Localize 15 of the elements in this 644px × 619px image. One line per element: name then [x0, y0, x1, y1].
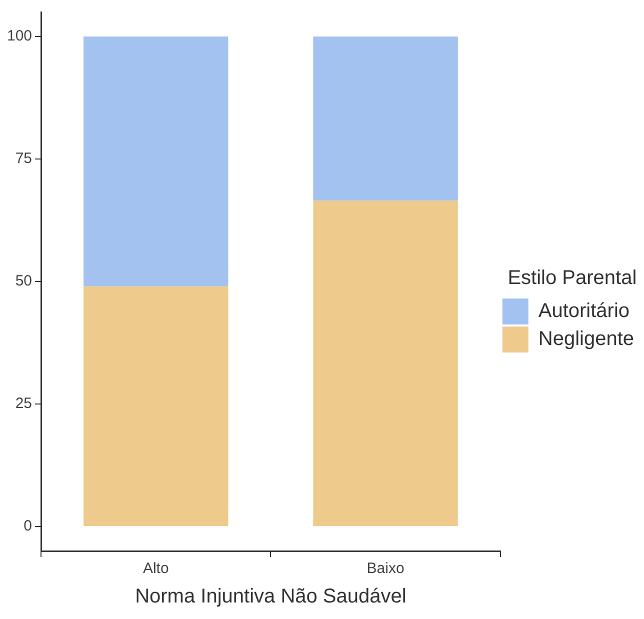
bar	[313, 200, 458, 526]
bar	[84, 36, 228, 286]
legend-label: Autoritário	[538, 300, 630, 322]
y-tick-label: 50	[15, 272, 32, 290]
bar	[313, 36, 458, 201]
legend-title: Estilo Parental	[508, 267, 637, 290]
y-tick-label: 0	[24, 518, 32, 535]
legend-label: Negligente	[538, 328, 634, 350]
x-axis-title: Norma Injuntiva Não Saudável	[135, 586, 406, 608]
x-tick-label: Alto	[142, 560, 169, 578]
bar	[84, 286, 228, 526]
y-tick-label: 25	[15, 395, 32, 412]
y-tick-label: 75	[15, 150, 32, 168]
y-tick-label: 100	[6, 28, 32, 45]
x-tick-label: Baixo	[366, 560, 404, 578]
